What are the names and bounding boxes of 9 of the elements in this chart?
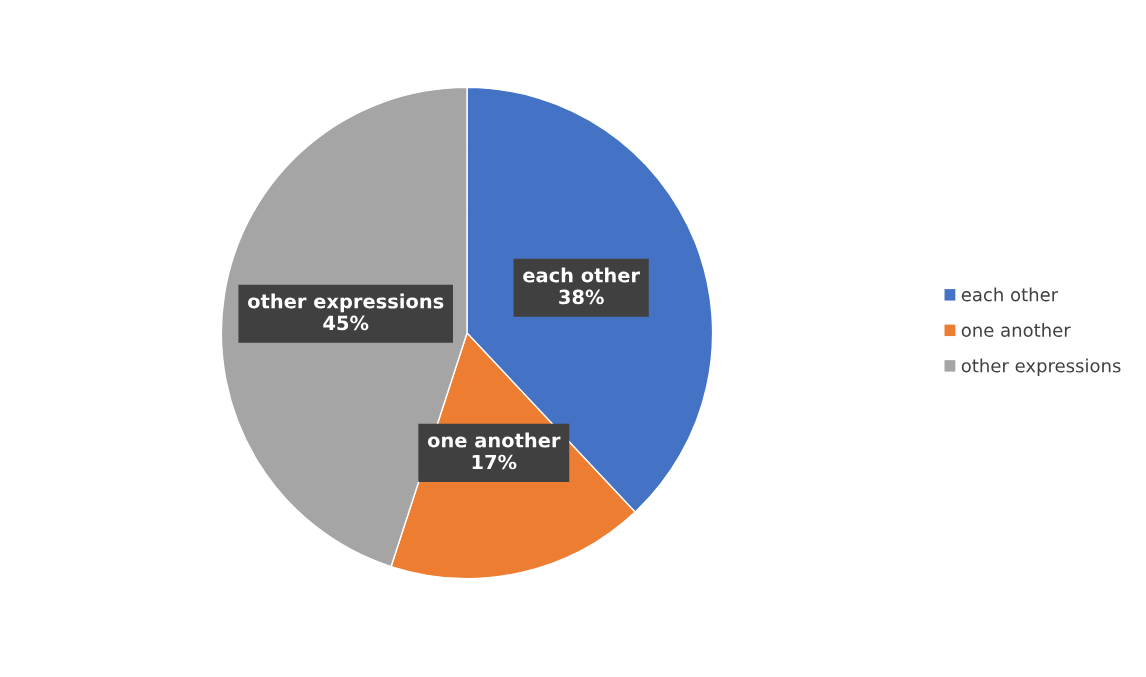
legend-label: each other: [961, 287, 1059, 302]
data-label: 17%: [472, 454, 517, 470]
data-label: 45%: [323, 315, 369, 331]
slice-label: one another: [427, 432, 561, 448]
slice-label: each other: [523, 267, 640, 283]
legend-label: one another: [961, 322, 1071, 337]
slice-label: other expressions: [248, 293, 444, 313]
data-label: 38%: [559, 289, 604, 305]
legend-label: other expressions: [961, 358, 1121, 376]
